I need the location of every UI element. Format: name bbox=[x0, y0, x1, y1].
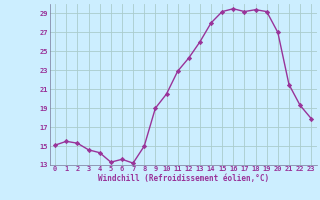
X-axis label: Windchill (Refroidissement éolien,°C): Windchill (Refroidissement éolien,°C) bbox=[98, 174, 269, 183]
